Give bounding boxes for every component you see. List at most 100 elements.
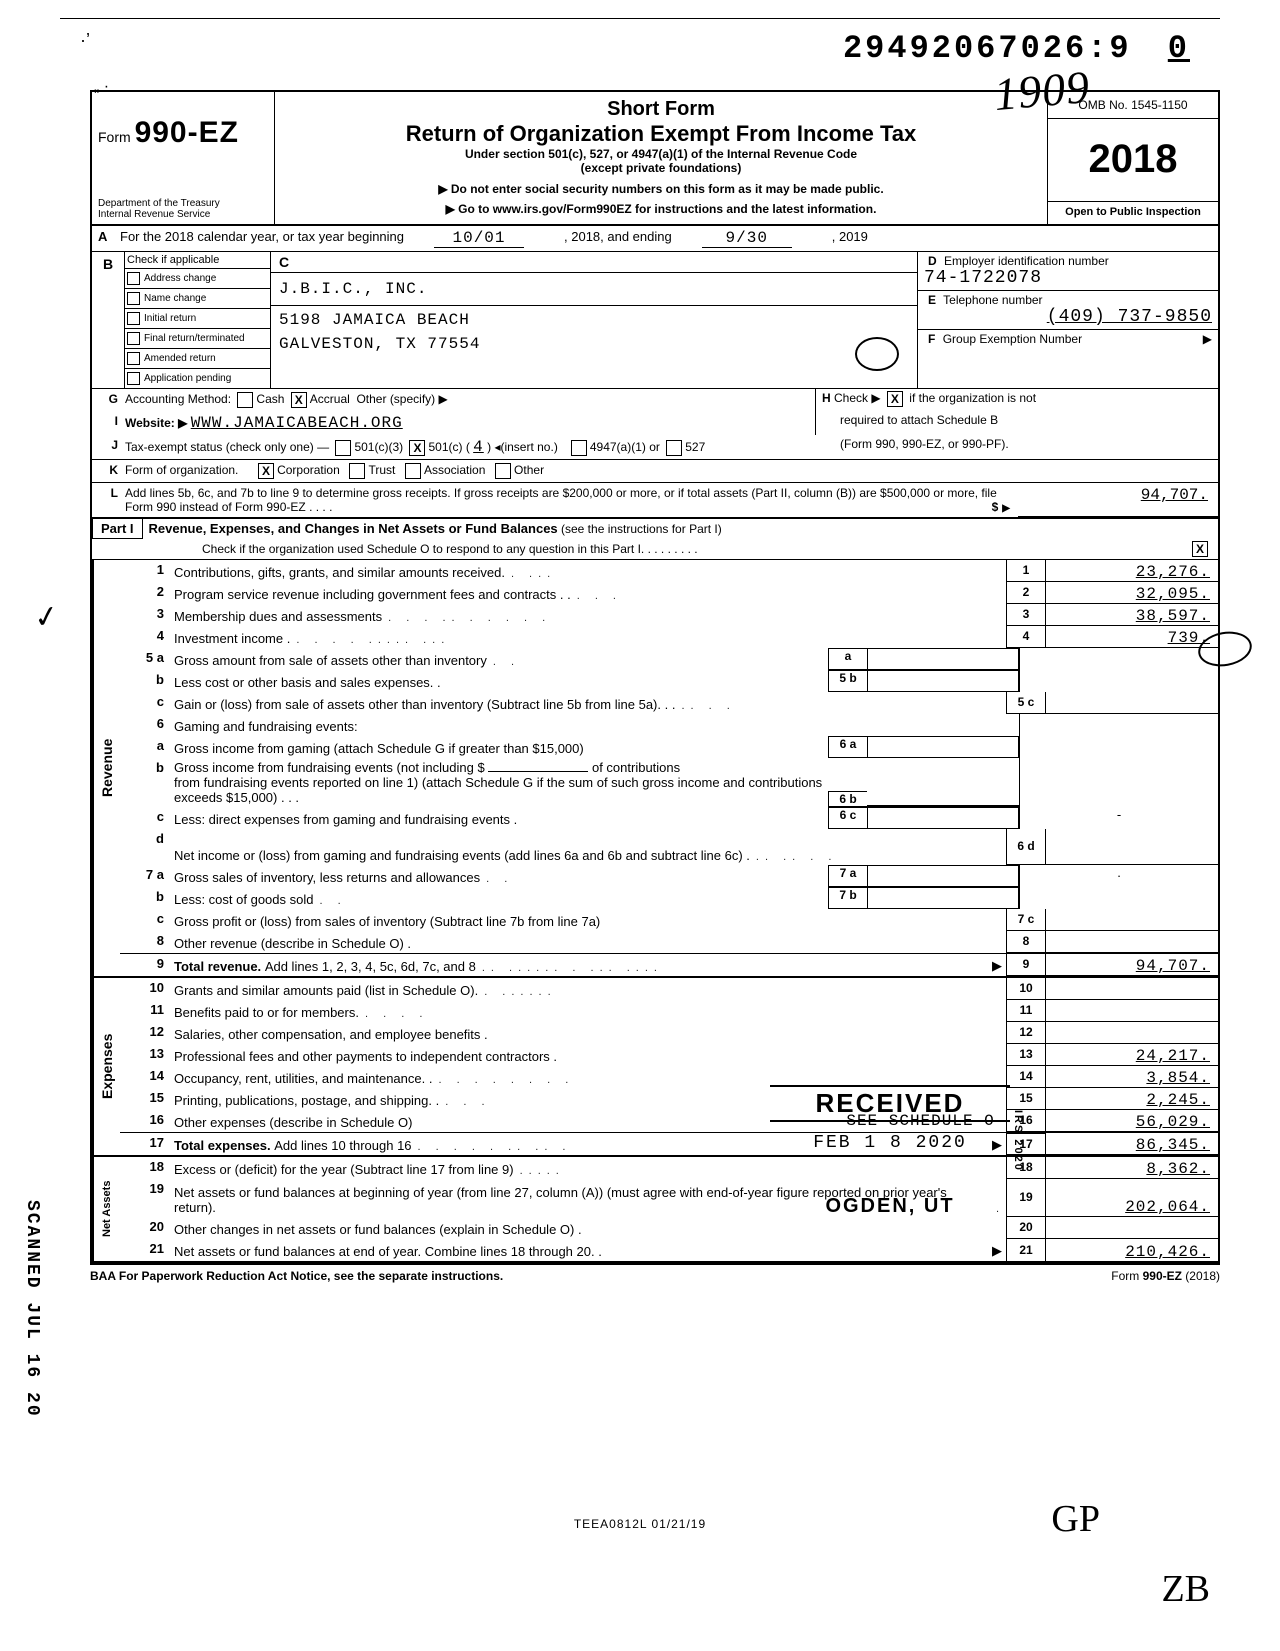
checkbox-corp[interactable]: X (258, 463, 274, 479)
org-addr1[interactable]: 5198 JAMAICA BEACH (271, 306, 917, 334)
checkbox-icon[interactable] (127, 312, 140, 325)
checkbox-trust[interactable] (349, 463, 365, 479)
d18t: Excess or (deficit) for the year (Subtra… (174, 1162, 514, 1177)
checkbox-cash[interactable] (237, 392, 253, 408)
textK: Form of organization. (125, 463, 238, 477)
d5c: Gain or (loss) from sale of assets other… (170, 692, 1006, 714)
n6: 6 (120, 714, 170, 736)
lineA-post: , 2019 (832, 229, 868, 248)
subamt-7a[interactable] (867, 865, 1019, 887)
checkbox-501c3[interactable] (335, 440, 351, 456)
website[interactable]: WWW.JAMAICABEACH.ORG (191, 414, 403, 432)
dots: .. . . (675, 700, 1002, 712)
checkbox-icon[interactable] (127, 372, 140, 385)
amt10 (1046, 978, 1218, 1000)
checkbox-4947[interactable] (571, 440, 587, 456)
amt2: 32,095. (1046, 582, 1218, 604)
label-H: H (822, 391, 831, 405)
assoc: Association (424, 463, 485, 477)
subamt-6c[interactable] (867, 807, 1019, 829)
subamt-5b[interactable] (867, 670, 1019, 692)
chk0: Address change (144, 273, 216, 284)
d6c: Less: direct expenses from gaming and fu… (170, 807, 828, 829)
textJ: Tax-exempt status (check only one) — (125, 440, 329, 454)
body-H: H Check ▶ X if the organization is not (815, 389, 1218, 411)
chk5: Application pending (144, 373, 231, 384)
line-L: L Add lines 5b, 6c, and 7b to line 9 to … (92, 482, 1218, 517)
rn20: 20 (1006, 1217, 1046, 1239)
dots: . . . . . . . . (432, 1074, 1002, 1086)
subamt-6a[interactable] (867, 736, 1019, 758)
amt18: 8,362. (1046, 1157, 1218, 1179)
checkbox-501c[interactable]: X (409, 440, 425, 456)
d21t: Net assets or fund balances at end of ye… (174, 1244, 602, 1259)
checkbox-527[interactable] (666, 440, 682, 456)
revenue-lines: 1 Contributions, gifts, grants, and simi… (120, 560, 1218, 976)
dots: . . . . ..... ... (290, 634, 1002, 646)
lineA-mid: , 2018, and ending (564, 229, 672, 248)
checkbox-H[interactable]: X (887, 391, 903, 407)
checkboxes-B: Check if applicable Address change Name … (125, 252, 271, 388)
n1: 1 (120, 560, 170, 582)
checkbox-other[interactable] (495, 463, 511, 479)
n13: 13 (120, 1044, 170, 1066)
sched-text: Check if the organization used Schedule … (202, 542, 698, 556)
rn11: 11 (1006, 1000, 1046, 1022)
d16t: Other expenses (describe in Schedule O) (174, 1115, 412, 1130)
dots: . . (487, 656, 824, 668)
d7c: Gross profit or (loss) from sales of inv… (170, 909, 1006, 931)
lineA-begin[interactable]: 10/01 (434, 229, 524, 248)
n9: 9 (120, 954, 170, 976)
checkbox-icon[interactable] (127, 272, 140, 285)
chk-initial[interactable]: Initial return (125, 309, 270, 329)
line-17: 17 Total expenses. Add lines 10 through … (120, 1132, 1218, 1155)
sb7b: 7 b (828, 887, 867, 909)
checkbox-icon[interactable] (127, 292, 140, 305)
tel[interactable]: (409) 737-9850 (1047, 307, 1212, 327)
chk-amended[interactable]: Amended return (125, 349, 270, 369)
checkbox-assoc[interactable] (405, 463, 421, 479)
rn15: 15 (1006, 1088, 1046, 1110)
ein[interactable]: 74-1722078 (924, 268, 1042, 288)
dots: ..... (514, 1165, 1002, 1177)
body-L: Add lines 5b, 6c, and 7b to line 9 to de… (121, 483, 1018, 517)
blank6b[interactable] (488, 771, 588, 772)
lineA-end[interactable]: 9/30 (702, 229, 792, 248)
cell-E: E Telephone number (409) 737-9850 (918, 291, 1218, 330)
checkbox-scheduleO[interactable]: X (1192, 541, 1208, 557)
form-number: Form 990-EZ (98, 116, 268, 150)
checkbox-icon[interactable] (127, 352, 140, 365)
line-4: 4 Investment income .. . . . ..... ... 4… (120, 626, 1218, 648)
partI-title-text: Revenue, Expenses, and Changes in Net As… (149, 521, 558, 536)
subamt-5a[interactable] (867, 648, 1019, 670)
rn7c: 7 c (1006, 909, 1046, 931)
n20: 20 (120, 1217, 170, 1239)
cnum[interactable]: 4 (473, 438, 484, 456)
form-page: ·’ „ · 29492067026:9 0 1909 Form 990-EZ … (0, 0, 1280, 1651)
label-F: F (924, 330, 939, 348)
checkbox-accrual[interactable]: X (291, 392, 307, 408)
chk-name[interactable]: Name change (125, 289, 270, 309)
form-num: 990-EZ (135, 116, 239, 149)
d20: Other changes in net assets or fund bala… (170, 1217, 1006, 1239)
d17rest: Add lines 10 through 16 (274, 1138, 411, 1153)
subamt-7b[interactable] (867, 887, 1019, 909)
n5a: 5 a (120, 648, 170, 670)
org-name[interactable]: J.B.I.C., INC. (271, 273, 917, 306)
chk-final[interactable]: Final return/terminated (125, 329, 270, 349)
org-addr2[interactable]: GALVESTON, TX 77554 (271, 334, 917, 372)
chk-address[interactable]: Address change (125, 269, 270, 289)
section-revenue: Revenue 1 Contributions, gifts, grants, … (92, 560, 1218, 976)
tax-year: 2018 (1048, 119, 1218, 202)
d7bt: Less: cost of goods sold (174, 892, 313, 907)
n15: 15 (120, 1088, 170, 1110)
line-12: 12 Salaries, other compensation, and emp… (120, 1022, 1218, 1044)
header-mid: Short Form Return of Organization Exempt… (275, 92, 1047, 224)
line-7a: 7 a Gross sales of inventory, less retur… (120, 865, 1218, 887)
chk-pending[interactable]: Application pending (125, 369, 270, 388)
line-14: 14 Occupancy, rent, utilities, and maint… (120, 1066, 1218, 1088)
checkbox-icon[interactable] (127, 332, 140, 345)
open-public: Open to Public Inspection (1048, 202, 1218, 224)
line-6b: b Gross income from fundraising events (… (120, 758, 1218, 807)
stamp-received: RECEIVED (770, 1085, 1010, 1122)
